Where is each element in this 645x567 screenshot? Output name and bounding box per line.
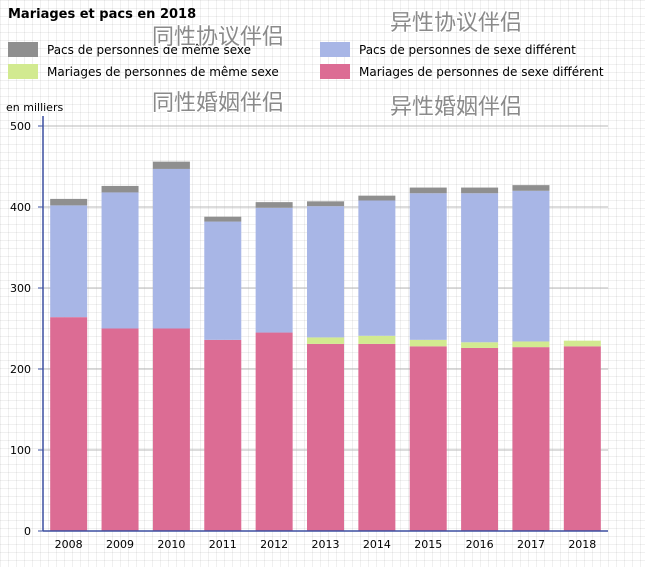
bar-segment [358, 200, 396, 336]
legend-swatch [8, 42, 38, 57]
annotation-label: 同性协议伴侣 [152, 25, 284, 50]
x-tick-label: 2016 [466, 538, 494, 551]
bar-segment [409, 339, 447, 347]
bar-segment [152, 161, 190, 169]
bar-segment [204, 339, 242, 531]
bar-segment [563, 340, 601, 347]
y-tick-label: 400 [10, 201, 31, 214]
bar-segment [409, 346, 447, 531]
bar-segment [50, 205, 88, 318]
legend-label: Mariages de personnes de même sexe [47, 65, 279, 79]
bar-segment [255, 207, 293, 333]
bar-segment [204, 216, 242, 222]
bar-segment [461, 187, 499, 194]
bar-segment [409, 193, 447, 340]
x-tick-label: 2015 [414, 538, 442, 551]
annotation-label: 同性婚姻伴侣 [152, 91, 284, 116]
bar-segment [101, 185, 139, 193]
x-tick-label: 2018 [568, 538, 596, 551]
bar-segment [512, 347, 550, 531]
bar-segment [512, 185, 550, 191]
x-tick-label: 2017 [517, 538, 545, 551]
bar-segment [50, 198, 88, 206]
tick-labels: 0 100 200 300 400 500 2008 2009 2010 2011 2012 2013… [10, 120, 596, 551]
legend-label: Pacs de personnes de sexe différent [359, 43, 576, 57]
annotation-label: 异性协议伴侣 [390, 11, 522, 36]
y-tick-label: 500 [10, 120, 31, 133]
y-axis-label: en milliers [6, 101, 63, 114]
bar-segment [358, 343, 396, 531]
legend-label: Mariages de personnes de sexe différent [359, 65, 604, 79]
chart-title: Mariages et pacs en 2018 [8, 7, 196, 22]
bar-segment [50, 317, 88, 531]
x-tick-label: 2010 [157, 538, 185, 551]
legend-swatch [8, 64, 38, 79]
bar-segment [307, 201, 344, 207]
axes [38, 116, 608, 532]
y-tick-label: 100 [10, 444, 31, 457]
bar-segment [101, 192, 139, 329]
y-tick-label: 0 [24, 525, 31, 538]
bar-segment [255, 332, 293, 531]
y-tick-label: 300 [10, 282, 31, 295]
x-tick-label: 2013 [312, 538, 340, 551]
bars [50, 161, 601, 531]
x-tick-label: 2014 [363, 538, 391, 551]
x-tick-label: 2008 [55, 538, 83, 551]
x-tick-label: 2009 [106, 538, 134, 551]
bar-segment [307, 337, 344, 344]
bar-segment [409, 187, 447, 194]
bar-segment [563, 346, 601, 531]
bar-segment [255, 202, 293, 208]
bar-segment [307, 206, 344, 338]
legend-swatch [320, 64, 350, 79]
bar-segment [461, 342, 499, 348]
legend: Pacs de personnes de même sexe Pacs de pe… [8, 42, 604, 79]
bar-segment [307, 343, 344, 531]
y-tick-label: 200 [10, 363, 31, 376]
bar-segment [512, 190, 550, 342]
bar-segment [152, 328, 190, 531]
bar-segment [512, 341, 550, 348]
bar-segment [358, 335, 396, 344]
bar-segment [358, 195, 396, 201]
bar-segment [101, 328, 139, 531]
x-tick-label: 2012 [260, 538, 288, 551]
legend-label: Pacs de personnes de même sexe [47, 43, 251, 57]
legend-swatch [320, 42, 350, 57]
bar-segment [152, 168, 190, 329]
bar-segment [461, 347, 499, 531]
annotation-label: 异性婚姻伴侣 [390, 95, 522, 120]
bar-segment [461, 193, 499, 343]
bar-segment [204, 221, 242, 340]
x-tick-label: 2011 [209, 538, 237, 551]
